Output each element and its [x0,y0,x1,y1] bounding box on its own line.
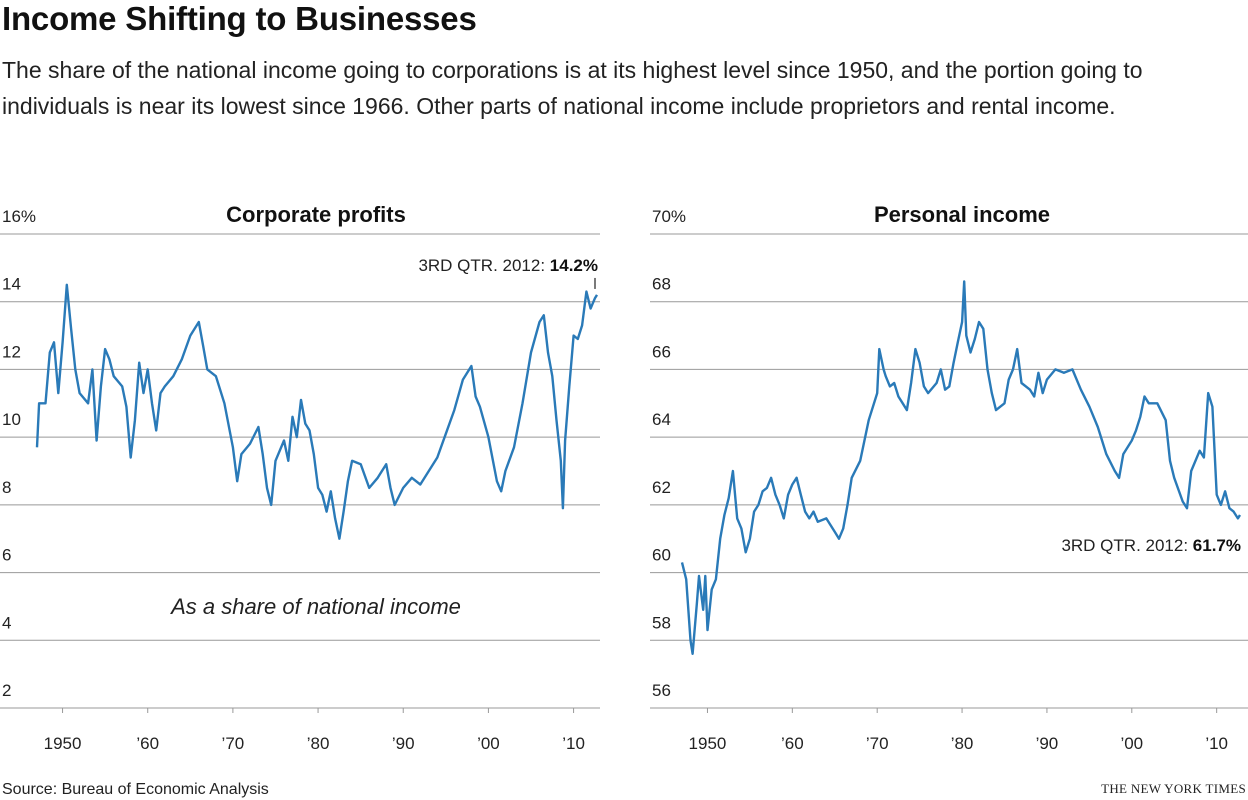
y-tick-label: 64 [652,410,671,429]
y-tick-label: 56 [652,681,671,700]
note: As a share of national income [169,594,461,619]
credit: THE NEW YORK TIMES [1101,781,1246,796]
x-tick-label: ’60 [136,734,159,753]
x-tick-label: ’90 [1036,734,1059,753]
x-tick-label: ’00 [477,734,500,753]
annotation: 3RD QTR. 2012: 14.2% [418,256,598,275]
y-tick-label: 2 [2,681,11,700]
y-tick-label: 4 [2,613,11,632]
x-tick-label: ’80 [307,734,330,753]
y-tick-label: 66 [652,342,671,361]
y-tick-label: 8 [2,478,11,497]
y-tick-label: 10 [2,410,21,429]
x-tick-label: ’70 [222,734,245,753]
chart-title: Corporate profits [226,202,406,227]
x-tick-label: ’10 [562,734,585,753]
y-tick-label: 62 [652,478,671,497]
source: Source: Bureau of Economic Analysis [2,781,269,798]
subtitle: The share of the national income going t… [2,57,1143,119]
annotation-text: 3RD QTR. 2012: [418,256,545,275]
y-tick-label: 12 [2,342,21,361]
chart-title: Personal income [874,202,1050,227]
x-tick-label: ’70 [866,734,889,753]
page-title: Income Shifting to Businesses [2,0,477,37]
y-tick-label: 58 [652,613,671,632]
y-tick-label: 60 [652,546,671,565]
data-line [35,283,599,540]
x-tick-label: ’80 [951,734,974,753]
data-line [680,280,1242,655]
annotation: 3RD QTR. 2012: 61.7% [1061,536,1241,555]
y-tick-label: 14 [2,275,21,294]
y-tick-label: 70% [652,207,686,226]
x-tick-label: ’60 [781,734,804,753]
x-tick-label: ’00 [1120,734,1143,753]
y-tick-label: 6 [2,546,11,565]
annotation-value: 14.2% [550,256,598,275]
x-tick-label: ’10 [1205,734,1228,753]
y-tick-label: 68 [652,275,671,294]
annotation-value: 61.7% [1193,536,1241,555]
y-tick-label: 16% [2,207,36,226]
x-tick-label: 1950 [44,734,82,753]
x-tick-label: 1950 [689,734,727,753]
annotation-text: 3RD QTR. 2012: [1061,536,1188,555]
x-tick-label: ’90 [392,734,415,753]
